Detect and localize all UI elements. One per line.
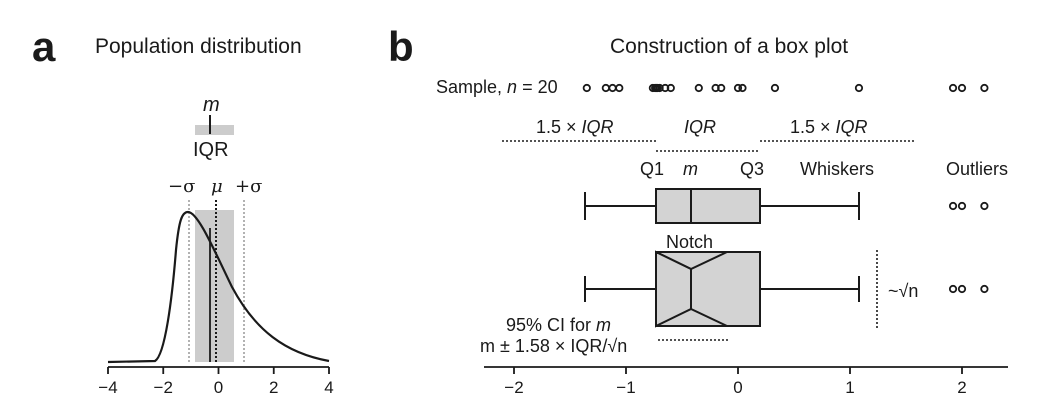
q1-label: Q1 [640, 159, 665, 179]
panel-a-median-label: m [203, 94, 220, 116]
plus-sigma-label: +σ [235, 176, 263, 197]
panel-a-plot: −4 −2 0 2 4 [98, 115, 334, 397]
ci-line1-italic: m [596, 315, 612, 335]
sample-suffix: = 20 [517, 77, 558, 97]
outliers-label: Outliers [946, 159, 1009, 179]
sample-point [694, 83, 703, 93]
sample-label: Sample, n = 20 [436, 78, 558, 96]
iqr-left-prefix: 1.5 × [536, 117, 582, 137]
panel-b-tick-label: 0 [733, 378, 742, 397]
panel-b-tick-label: 1 [845, 378, 854, 397]
outlier-point [948, 201, 958, 211]
panel-a-tick-label: 0 [214, 378, 223, 397]
minus-sigma-label: −σ [168, 176, 196, 197]
outliers-top [948, 201, 989, 211]
panel-b-title: Construction of a box plot [610, 35, 849, 58]
sample-point [601, 83, 610, 93]
iqr-shade [195, 210, 234, 362]
density-curve [107, 210, 330, 364]
notch-label: Notch [666, 232, 714, 252]
iqr-mid-label: IQR [684, 117, 717, 137]
panel-b-x-ticks: −2 −1 0 1 2 [504, 367, 967, 397]
sample-points [582, 83, 989, 93]
panel-b-tick-label: −1 [616, 378, 635, 397]
whiskers-label: Whiskers [800, 159, 875, 179]
sample-point [717, 83, 726, 93]
iqr-left-label: 1.5 × IQR [536, 118, 614, 136]
notched-box-plot [584, 250, 860, 328]
panel-a-tick-label: 4 [324, 378, 333, 397]
sample-point [957, 83, 967, 93]
ci-line1: 95% CI for m [506, 316, 611, 334]
box-plot [584, 188, 860, 224]
sample-point [738, 83, 747, 93]
sample-point [608, 83, 617, 93]
mu-label: μ [211, 176, 223, 197]
outlier-point [980, 284, 989, 294]
iqr-right-label: 1.5 × IQR [790, 118, 868, 136]
panel-a-x-ticks: −4 −2 0 2 4 [98, 367, 334, 397]
ci-line2: m ± 1.58 × IQR/√n [480, 336, 628, 356]
outlier-point [957, 201, 967, 211]
outliers-bottom [948, 284, 989, 294]
q3-label: Q3 [740, 159, 765, 179]
outlier-point [980, 201, 989, 211]
panel-a-letter: a [32, 23, 56, 70]
sample-prefix: Sample, [436, 77, 508, 97]
sample-point [980, 83, 989, 93]
panel-b-letter: b [388, 23, 414, 70]
panel-a-tick-label: 2 [269, 378, 278, 397]
box [655, 188, 761, 224]
ci-line1-prefix: 95% CI for [506, 315, 597, 335]
sample-point [666, 83, 675, 93]
sample-point [854, 83, 864, 93]
iqr-right-italic: IQR [835, 117, 868, 137]
notched-box-outline [655, 250, 761, 328]
panel-b-tick-label: 2 [957, 378, 966, 397]
sample-point [733, 83, 743, 93]
panel-b-plot: −2 −1 0 1 2 [484, 83, 1008, 397]
panel-a-title: Population distribution [95, 35, 302, 58]
median-label: m [683, 159, 698, 179]
panel-a-tick-label: −4 [98, 378, 117, 397]
sample-point [582, 83, 591, 93]
iqr-left-italic: IQR [581, 117, 614, 137]
sqrt-n-label: ~√n [888, 281, 919, 301]
sample-n: n [507, 77, 518, 97]
median-iqr-band [195, 125, 234, 135]
sample-point [615, 83, 624, 93]
panel-b-tick-label: −2 [504, 378, 523, 397]
sample-point [948, 83, 958, 93]
outlier-point [957, 284, 967, 294]
outlier-point [948, 284, 958, 294]
panel-a-iqr-label: IQR [193, 139, 229, 161]
panel-a-tick-label: −2 [154, 378, 173, 397]
sample-point [770, 83, 780, 93]
iqr-right-prefix: 1.5 × [790, 117, 836, 137]
